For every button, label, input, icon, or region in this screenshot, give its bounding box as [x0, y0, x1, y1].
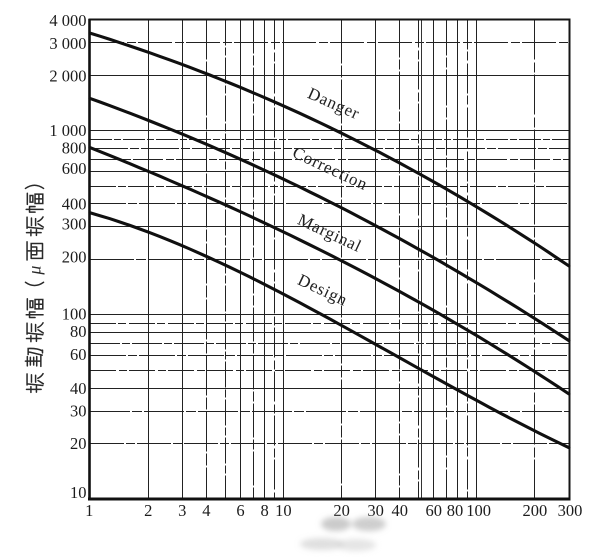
svg-text:10: 10 [275, 501, 292, 520]
svg-text:100: 100 [466, 501, 491, 520]
svg-text:80: 80 [70, 322, 87, 341]
svg-text:30: 30 [367, 501, 384, 520]
svg-text:20: 20 [70, 434, 87, 453]
svg-text:40: 40 [392, 501, 409, 520]
svg-text:2 000: 2 000 [49, 66, 86, 85]
svg-text:8: 8 [260, 501, 268, 520]
svg-text:80: 80 [447, 501, 464, 520]
svg-text:μ: μ [25, 266, 45, 276]
svg-text:10: 10 [70, 483, 87, 502]
svg-text:20: 20 [333, 501, 350, 520]
svg-text:1: 1 [85, 501, 93, 520]
svg-text:3 000: 3 000 [49, 34, 86, 53]
svg-text:60: 60 [426, 501, 443, 520]
svg-text:4: 4 [202, 501, 210, 520]
svg-text:3: 3 [178, 501, 186, 520]
svg-text:40: 40 [70, 379, 87, 398]
svg-text:60: 60 [70, 345, 87, 364]
svg-text:6: 6 [236, 501, 244, 520]
svg-text:200: 200 [62, 248, 87, 267]
svg-text:300: 300 [62, 214, 87, 233]
svg-text:400: 400 [62, 194, 87, 213]
svg-text:1 000: 1 000 [49, 121, 86, 140]
svg-text:800: 800 [62, 139, 87, 158]
svg-text:4 000: 4 000 [49, 11, 86, 30]
svg-text:600: 600 [62, 159, 87, 178]
svg-text:100: 100 [62, 305, 87, 324]
svg-text:300: 300 [558, 501, 583, 520]
svg-text:2: 2 [144, 501, 152, 520]
svg-text:30: 30 [70, 402, 87, 421]
svg-text:200: 200 [523, 501, 548, 520]
